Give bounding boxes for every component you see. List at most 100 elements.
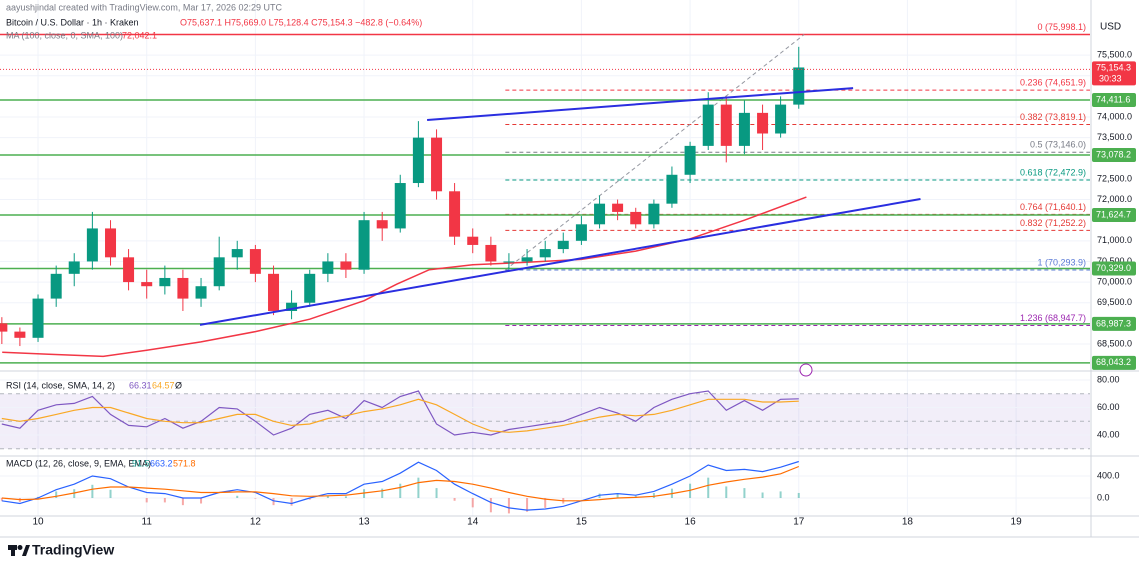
candle-body [68, 261, 80, 274]
macd-histogram-bar [145, 497, 148, 503]
x-tick-label: 17 [793, 517, 805, 528]
macd-histogram-bar [489, 497, 492, 513]
fib-label: 1 (70,293.9) [1037, 257, 1086, 267]
level-label: 74,411.6 [1096, 94, 1130, 104]
candle-body [738, 112, 750, 146]
rsi-ma-value: 64.57 [152, 380, 175, 390]
fib-label: 0.5 (73,146.0) [1030, 140, 1086, 150]
y-tick-label: 68,500.0 [1097, 338, 1132, 348]
y-tick-label: 80.00 [1097, 374, 1120, 384]
countdown: 30:33 [1099, 74, 1122, 84]
candle-body [793, 67, 805, 105]
x-tick-label: 18 [902, 517, 914, 528]
macd-histogram-bar [616, 493, 619, 498]
macd-histogram-bar [308, 497, 311, 500]
macd-line [1, 460, 799, 511]
candle-body [268, 273, 280, 311]
macd-histogram-bar [91, 484, 94, 498]
x-tick-label: 16 [685, 517, 697, 528]
event-icon [799, 363, 813, 377]
symbol: Bitcoin / U.S. Dollar · 1h · Kraken [6, 17, 139, 27]
brand: TradingView [32, 542, 114, 558]
level-label: 73,078.2 [1096, 149, 1131, 159]
macd-histogram-bar [55, 491, 58, 498]
candle-body [304, 273, 316, 303]
ohlc: O75,637.1 H75,669.0 L75,128.4 C75,154.3 … [180, 17, 422, 27]
y-tick-label: 72,000.0 [1097, 194, 1132, 204]
macd-histogram-bar [236, 495, 239, 498]
rsi-title: RSI (14, close, SMA, 14, 2) [6, 380, 115, 390]
macd-histogram-bar [254, 497, 257, 499]
y-tick-label: 71,000.0 [1097, 235, 1132, 245]
macd-histogram-bar [381, 488, 384, 498]
y-tick-label: 70,500.0 [1097, 256, 1132, 266]
macd-line [1, 465, 800, 502]
y-tick-label: 73,500.0 [1097, 132, 1132, 142]
fib-label: 0 (75,998.1) [1037, 22, 1086, 32]
candle-body [630, 211, 642, 225]
y-tick-label: 60.00 [1097, 402, 1120, 412]
x-tick-label: 11 [142, 517, 153, 528]
candle-body [539, 249, 551, 258]
x-tick-label: 12 [250, 517, 262, 528]
macd-histogram-bar [181, 497, 184, 506]
macd-histogram-bar [435, 488, 438, 498]
candle-body [105, 228, 117, 258]
macd-histogram-bar [109, 489, 112, 498]
fib-label: 0.382 (73,819.1) [1020, 112, 1086, 122]
y-tick-label: 72,500.0 [1097, 173, 1132, 183]
candle-body [249, 249, 261, 274]
macd-hist-value: 91.5 [132, 458, 150, 468]
candle-body [376, 220, 388, 229]
macd-histogram-bar [507, 497, 510, 514]
candle-body [159, 277, 171, 287]
trendline [427, 87, 854, 121]
level-label: 68,043.2 [1096, 357, 1131, 367]
candle-body [503, 261, 515, 263]
x-tick-label: 13 [358, 517, 370, 528]
moving-average [2, 196, 807, 358]
candle-body [322, 261, 334, 274]
y-tick-label: 70,000.0 [1097, 276, 1132, 286]
level-label: 71,624.7 [1096, 209, 1131, 219]
rsi-value: 66.31 [129, 380, 152, 390]
fib-label: 0.764 (71,640.1) [1020, 202, 1086, 212]
grid [0, 0, 1090, 516]
candle-body [141, 282, 153, 287]
candle-body [0, 323, 8, 332]
ma-value: 72,042.1 [122, 30, 157, 40]
fib-label: 0.236 (74,651.9) [1020, 77, 1086, 87]
level-label: 70,329.0 [1096, 263, 1131, 273]
rsi-na: Ø [175, 380, 182, 390]
candle-body [86, 228, 98, 262]
candle-body [594, 203, 606, 225]
macd-histogram-bar [471, 497, 474, 508]
candle-body [177, 277, 189, 299]
macd-histogram-bar [272, 497, 275, 506]
macd-histogram-bar [544, 497, 547, 508]
level-tag [1092, 261, 1136, 276]
candle-body [467, 236, 479, 245]
candle-body [702, 104, 714, 146]
brand-logo [8, 545, 30, 556]
candle-body [521, 257, 533, 262]
macd-histogram-bar [163, 497, 166, 503]
macd-histogram-bar [725, 486, 728, 498]
credit: aayushjindal created with TradingView.co… [6, 2, 282, 12]
y-tick-label: 74,000.0 [1097, 111, 1132, 121]
x-tick-label: 15 [576, 517, 588, 528]
level-tag [1092, 316, 1136, 331]
currency: USD [1100, 22, 1121, 33]
y-tick-label: 400.0 [1097, 470, 1120, 480]
candle-body [485, 244, 497, 262]
macd-histogram-bar [779, 491, 782, 498]
macd-title: MACD (12, 26, close, 9, EMA, EMA) [6, 458, 151, 468]
plot: 10 11 12 13 14 15 16 17 18 19 68,500.0 69,500.0 70,0… [0, 22, 1136, 528]
macd-histogram-bar [761, 492, 764, 498]
x-tick-label: 19 [1011, 517, 1023, 528]
candle-body [720, 104, 732, 146]
candle-body [340, 261, 352, 270]
macd-histogram-bar [344, 496, 347, 498]
level-tag [1092, 93, 1136, 108]
candle-body [775, 104, 787, 134]
